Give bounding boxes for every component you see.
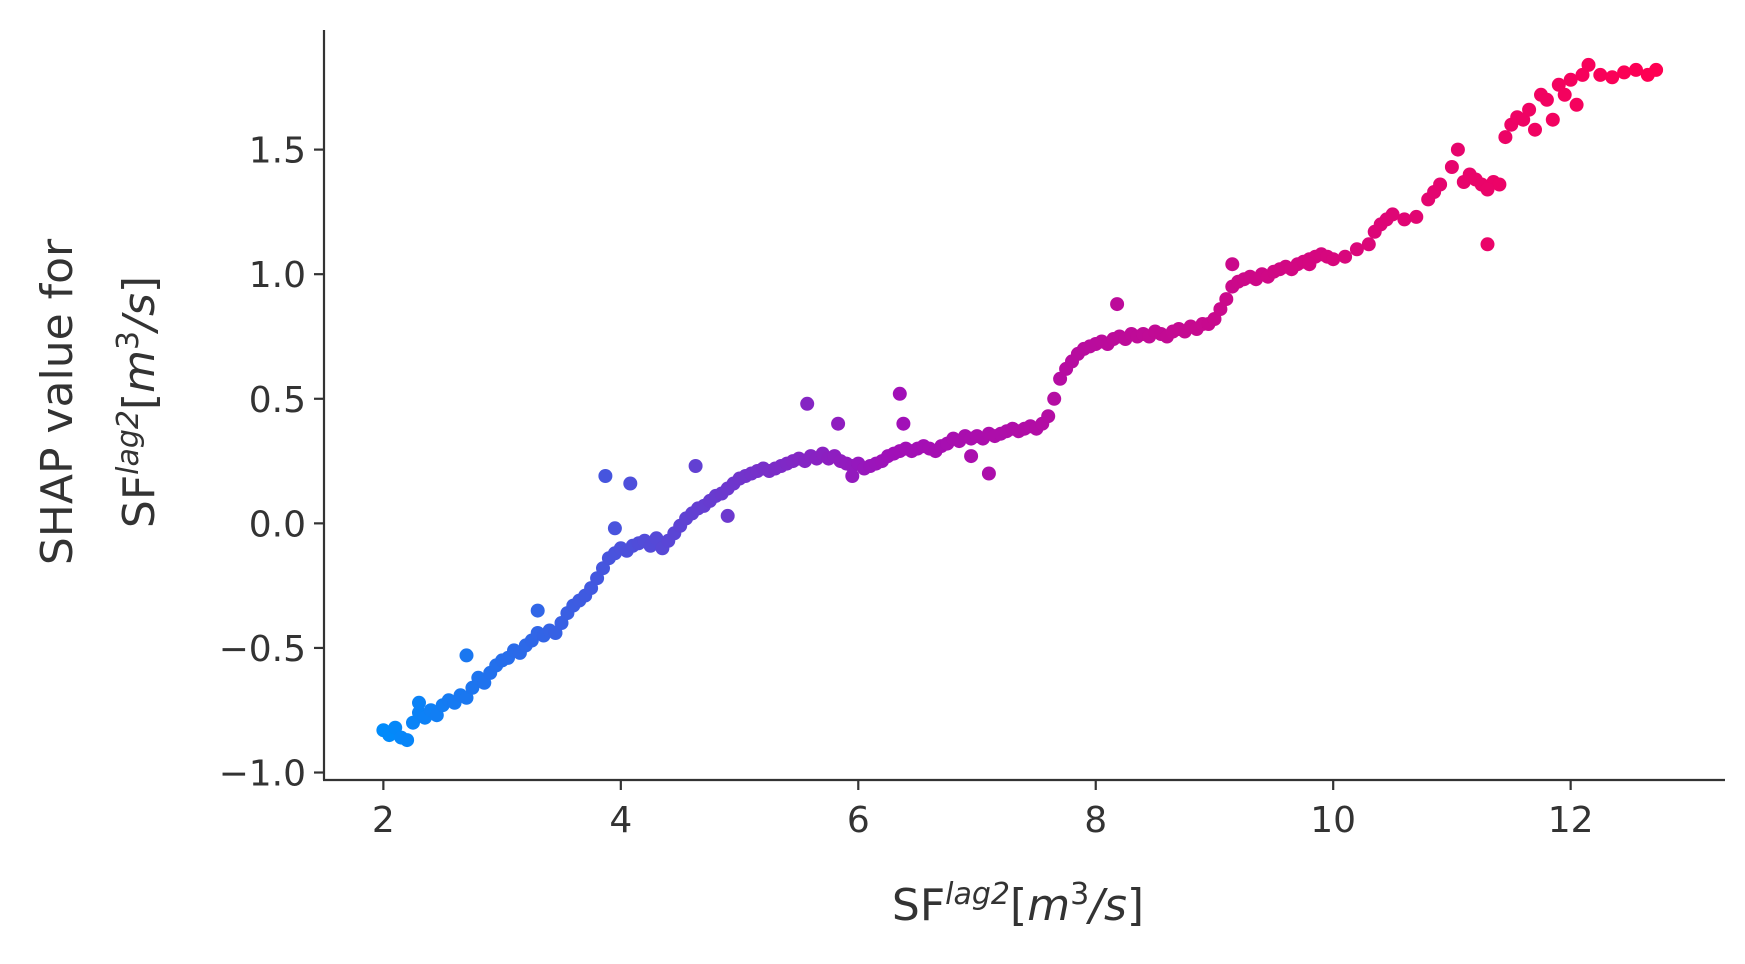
scatter-point-214 <box>530 603 545 618</box>
x-tick-label-4: 10 <box>1310 800 1356 841</box>
x-axis-title-base: SF <box>892 880 945 931</box>
scatter-point-199 <box>1617 65 1632 80</box>
y-axis-title-sup: lag2 <box>111 410 146 475</box>
scatter-point-209 <box>896 416 911 431</box>
scatter-point-189 <box>1539 92 1554 107</box>
scatter-point-218 <box>845 469 860 483</box>
scatter-point-172 <box>1433 177 1448 192</box>
scatter-point-163 <box>1361 237 1376 252</box>
scatter-point-182 <box>1498 130 1513 145</box>
scatter-point-161 <box>1338 249 1353 264</box>
scatter-point-200 <box>1629 62 1643 77</box>
x-axis-title-unit-rest: /s <box>1085 880 1127 931</box>
scatter-point-167 <box>1385 207 1400 222</box>
scatter-point-206 <box>688 459 703 473</box>
y-axis-title-unit-rest: /s <box>114 293 165 335</box>
scatter-point-187 <box>1528 122 1542 137</box>
scatter-point-179 <box>1480 237 1495 252</box>
scatter-point-194 <box>1569 97 1584 112</box>
scatter-point-196 <box>1581 57 1596 72</box>
scatter-point-197 <box>1593 67 1608 82</box>
scatter-point-186 <box>1522 102 1537 117</box>
y-axis-ticks: −1.0 −0.5 0.0 0.5 1.0 1.5 <box>219 131 324 795</box>
y-tick-label-3: 0.5 <box>249 380 306 421</box>
x-axis-title-sup: lag2 <box>945 877 1010 912</box>
scatter-point-181 <box>1492 177 1507 192</box>
scatter-point-204 <box>623 476 638 491</box>
x-tick-label-0: 2 <box>372 800 395 841</box>
x-tick-label-3: 8 <box>1084 800 1107 841</box>
scatter-point-208 <box>892 386 907 401</box>
scatter-point-4 <box>400 733 415 748</box>
scatter-point-198 <box>1605 70 1620 85</box>
scatter-point-169 <box>1409 209 1424 224</box>
x-axis-ticks: 2 4 6 8 10 12 <box>372 780 1594 841</box>
scatter-point-207 <box>800 396 815 411</box>
scatter-point-192 <box>1557 87 1572 102</box>
scatter-point-113 <box>1047 391 1062 406</box>
x-axis-title: SFlag2[m3/s] <box>892 877 1144 931</box>
scatter-point-215 <box>459 648 474 663</box>
y-axis-title-bracket-open: [ <box>114 393 165 410</box>
y-tick-label-2: 0.0 <box>249 504 306 545</box>
scatter-point-162 <box>1349 242 1364 257</box>
scatter-point-160 <box>1326 252 1341 267</box>
y-axis-title-line1: SHAP value for <box>32 238 83 565</box>
scatter-point-142 <box>1219 292 1234 307</box>
y-tick-label-1: −0.5 <box>219 629 306 670</box>
scatter-point-213 <box>1110 297 1125 312</box>
scatter-point-217 <box>720 508 735 523</box>
scatter-point-202 <box>1649 62 1664 77</box>
y-axis-title-bracket-close: ] <box>114 276 165 293</box>
scatter-point-220 <box>1302 257 1317 272</box>
x-axis-title-unit-m: m <box>1027 880 1070 931</box>
scatter-point-193 <box>1563 72 1578 87</box>
x-axis-title-unit-exp: 3 <box>1070 877 1089 912</box>
y-axis-title-unit-exp: 3 <box>111 331 146 350</box>
x-tick-label-5: 12 <box>1548 800 1594 841</box>
scatter-point-203 <box>598 469 613 483</box>
y-axis-title-unit-m: m <box>114 350 165 393</box>
scatter-point-212 <box>981 466 996 481</box>
scatter-point-168 <box>1397 212 1412 227</box>
scatter-point-216 <box>412 695 426 710</box>
scatter-point-112 <box>1041 409 1056 424</box>
x-axis-title-bracket-open: [ <box>1010 880 1027 931</box>
y-axis-title-line2: SFlag2[m3/s] <box>111 276 165 528</box>
y-tick-label-4: 1.0 <box>249 255 306 296</box>
scatter-point-205 <box>607 521 622 536</box>
scatter-point-211 <box>964 449 979 464</box>
scatter-point-221 <box>1480 182 1495 197</box>
y-axis-title-base: SF <box>114 475 165 528</box>
scatter-point-173 <box>1444 160 1459 174</box>
x-tick-label-1: 4 <box>609 800 632 841</box>
scatter-point-219 <box>1225 257 1240 272</box>
scatter-point-174 <box>1450 142 1465 157</box>
scatter-points <box>376 57 1664 748</box>
y-tick-label-0: −1.0 <box>219 754 306 795</box>
scatter-point-190 <box>1545 112 1560 127</box>
x-axis-title-bracket-close: ] <box>1127 880 1144 931</box>
y-tick-label-5: 1.5 <box>249 131 306 172</box>
y-axis-title: SHAP value for SFlag2[m3/s] <box>32 238 165 565</box>
scatter-point-210 <box>831 416 846 431</box>
x-tick-label-2: 6 <box>847 800 870 841</box>
